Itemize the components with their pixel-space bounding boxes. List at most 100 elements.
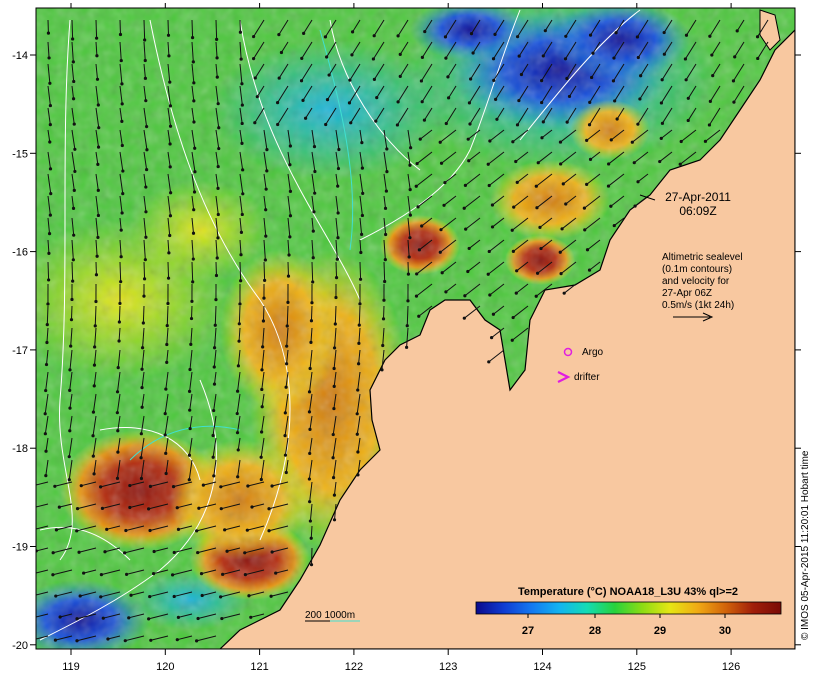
- velocity-arrow: [47, 261, 50, 280]
- velocity-arrow: [36, 525, 49, 530]
- velocity-arrow: [634, 195, 649, 207]
- velocity-arrow: [143, 239, 146, 260]
- velocity-arrowhead: [219, 507, 223, 511]
- velocity-arrowhead: [565, 120, 569, 124]
- velocity-arrowhead: [444, 56, 448, 60]
- scale-arrow-icon: [673, 312, 714, 322]
- velocity-arrowhead: [466, 137, 470, 141]
- velocity-arrow: [383, 261, 386, 282]
- velocity-arrowhead: [247, 594, 251, 598]
- velocity-arrow: [421, 85, 433, 102]
- velocity-arrowhead: [97, 126, 101, 130]
- velocity-arrowhead: [611, 79, 616, 83]
- velocity-arrowhead: [614, 31, 618, 35]
- timestamp-date: 27-Apr-2011: [665, 190, 731, 204]
- velocity-arrow: [239, 63, 243, 84]
- velocity-arrow: [166, 349, 169, 363]
- velocity-arrow: [191, 173, 196, 193]
- velocity-arrowhead: [510, 338, 514, 342]
- velocity-arrowhead: [308, 366, 312, 371]
- timestamp-time: 06:09Z: [679, 204, 716, 218]
- velocity-arrowhead: [249, 615, 253, 619]
- velocity-arrowhead: [197, 506, 201, 510]
- velocity-arrowhead: [196, 616, 200, 621]
- velocity-arrow: [383, 129, 388, 150]
- velocity-arrow: [487, 261, 505, 275]
- velocity-arrow: [118, 327, 121, 342]
- velocity-arrowhead: [514, 159, 518, 164]
- velocity-arrowhead: [73, 169, 77, 174]
- velocity-arrowhead: [336, 236, 340, 240]
- velocity-arrow: [44, 415, 49, 434]
- velocity-arrowhead: [163, 433, 167, 437]
- velocity-arrowhead: [659, 136, 663, 140]
- velocity-arrowhead: [591, 51, 595, 55]
- velocity-arrowhead: [48, 81, 52, 85]
- velocity-arrowhead: [541, 54, 545, 58]
- velocity-arrow: [311, 217, 314, 232]
- velocity-arrowhead: [119, 255, 123, 259]
- velocity-arrow: [167, 261, 170, 279]
- velocity-arrow: [239, 151, 244, 170]
- velocity-arrowhead: [94, 299, 98, 304]
- velocity-arrow: [562, 173, 577, 185]
- velocity-arrowhead: [327, 73, 331, 77]
- velocity-arrowhead: [587, 123, 592, 127]
- velocity-arrowhead: [121, 192, 125, 196]
- velocity-arrow: [47, 63, 51, 84]
- velocity-arrowhead: [72, 233, 76, 237]
- velocity-arrowhead: [68, 406, 72, 410]
- velocity-arrowhead: [217, 146, 221, 151]
- velocity-arrowhead: [48, 103, 52, 108]
- velocity-arrowhead: [420, 224, 424, 228]
- velocity-arrow: [325, 19, 337, 38]
- velocity-arrowhead: [564, 34, 568, 38]
- velocity-arrow: [93, 349, 97, 366]
- velocity-arrowhead: [636, 122, 640, 126]
- velocity-arrowhead: [187, 478, 191, 482]
- velocity-arrow: [445, 107, 457, 124]
- velocity-arrowhead: [583, 228, 587, 232]
- velocity-arrowhead: [99, 595, 103, 599]
- velocity-arrow: [591, 63, 601, 78]
- velocity-arrowhead: [168, 142, 172, 146]
- lon-tick-label: 122: [345, 661, 363, 673]
- velocity-arrowhead: [120, 211, 124, 215]
- velocity-arrow: [383, 217, 387, 235]
- velocity-arrow: [140, 415, 145, 434]
- velocity-arrowhead: [375, 95, 379, 100]
- velocity-arrowhead: [415, 161, 419, 166]
- velocity-arrowhead: [96, 162, 100, 166]
- velocity-arrowhead: [245, 528, 249, 532]
- velocity-arrowhead: [356, 473, 360, 477]
- velocity-arrowhead: [310, 301, 314, 305]
- velocity-arrow: [78, 547, 97, 553]
- velocity-arrowhead: [265, 169, 269, 173]
- velocity-arrow: [238, 327, 241, 342]
- velocity-arrow: [129, 503, 145, 509]
- velocity-arrow: [311, 239, 314, 258]
- velocity-arrowhead: [46, 31, 51, 35]
- velocity-arrow: [247, 481, 265, 487]
- velocity-arrowhead: [589, 75, 594, 80]
- velocity-arrow: [686, 19, 697, 36]
- velocity-arrow: [95, 239, 98, 257]
- velocity-arrowhead: [606, 184, 611, 188]
- lat-tick-label: -18: [12, 443, 28, 455]
- velocity-arrow: [261, 371, 265, 390]
- velocity-arrow: [420, 63, 433, 82]
- velocity-arrowhead: [43, 412, 47, 416]
- velocity-arrowhead: [535, 271, 540, 275]
- velocity-arrowhead: [176, 615, 181, 619]
- velocity-arrowhead: [335, 257, 339, 261]
- velocity-arrow: [467, 261, 481, 272]
- velocity-arrowhead: [264, 187, 268, 191]
- velocity-arrowhead: [192, 99, 196, 103]
- velocity-arrowhead: [269, 594, 273, 598]
- velocity-arrow: [94, 327, 97, 347]
- velocity-arrowhead: [632, 161, 636, 165]
- lat-tick-label: -15: [12, 148, 28, 160]
- velocity-arrow: [491, 327, 505, 339]
- velocity-arrowhead: [288, 163, 292, 167]
- velocity-arrowhead: [684, 33, 689, 37]
